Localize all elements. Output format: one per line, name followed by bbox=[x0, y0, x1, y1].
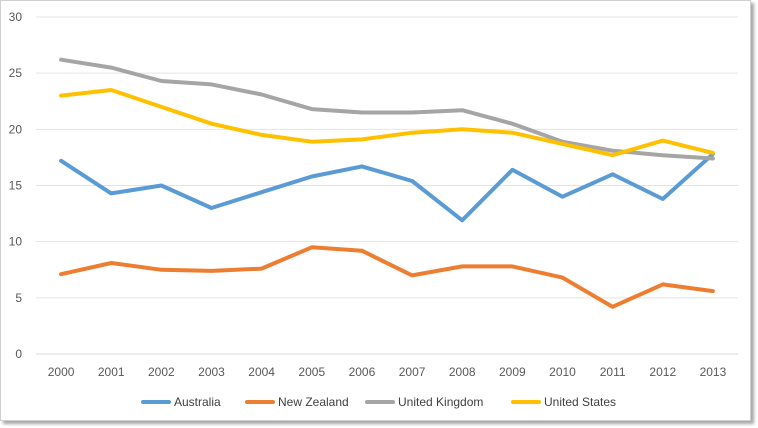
y-tick-label: 0 bbox=[15, 347, 22, 361]
series-lines bbox=[59, 57, 715, 309]
x-tick-label: 2011 bbox=[600, 365, 626, 379]
x-tick-label: 2008 bbox=[449, 365, 476, 379]
y-tick-label: 15 bbox=[9, 179, 23, 193]
y-tick-label: 30 bbox=[9, 10, 23, 24]
x-tick-label: 2012 bbox=[649, 365, 676, 379]
legend-item: Australia bbox=[141, 395, 221, 409]
x-tick-label: 2006 bbox=[349, 365, 376, 379]
legend-item: United Kingdom bbox=[365, 395, 483, 409]
y-tick-label: 20 bbox=[9, 122, 23, 136]
x-axis: 2000 2001 2002 2003 2004 2005 2006 2007 2008 2009… bbox=[48, 365, 727, 379]
x-tick-label: 2010 bbox=[549, 365, 576, 379]
x-tick-label: 2001 bbox=[98, 365, 125, 379]
y-tick-label: 10 bbox=[9, 235, 23, 249]
x-tick-label: 2009 bbox=[499, 365, 526, 379]
x-tick-label: 2003 bbox=[198, 365, 225, 379]
legend-label: Australia bbox=[174, 395, 221, 409]
y-axis-tick-labels: 0 5 10 15 20 25 30 bbox=[9, 10, 23, 361]
series-line-new-zealand bbox=[59, 245, 715, 309]
x-tick-label: 2000 bbox=[48, 365, 75, 379]
legend-label: United Kingdom bbox=[398, 395, 483, 409]
x-tick-label: 2007 bbox=[399, 365, 426, 379]
legend-label: New Zealand bbox=[278, 395, 349, 409]
x-tick-label: 2005 bbox=[298, 365, 325, 379]
y-tick-label: 5 bbox=[15, 291, 22, 305]
x-tick-label: 2013 bbox=[700, 365, 727, 379]
x-tick-label: 2004 bbox=[248, 365, 275, 379]
legend: Australia New Zealand United Kingdom United… bbox=[141, 395, 616, 409]
series-line-united-kingdom bbox=[59, 57, 715, 161]
series-line-australia bbox=[59, 152, 715, 223]
legend-item: New Zealand bbox=[245, 395, 349, 409]
legend-label: United States bbox=[544, 395, 616, 409]
legend-item: United States bbox=[511, 395, 616, 409]
gridlines bbox=[36, 16, 738, 355]
series-line-united-states bbox=[59, 88, 715, 158]
x-tick-label: 2002 bbox=[148, 365, 175, 379]
y-tick-label: 25 bbox=[9, 66, 23, 80]
